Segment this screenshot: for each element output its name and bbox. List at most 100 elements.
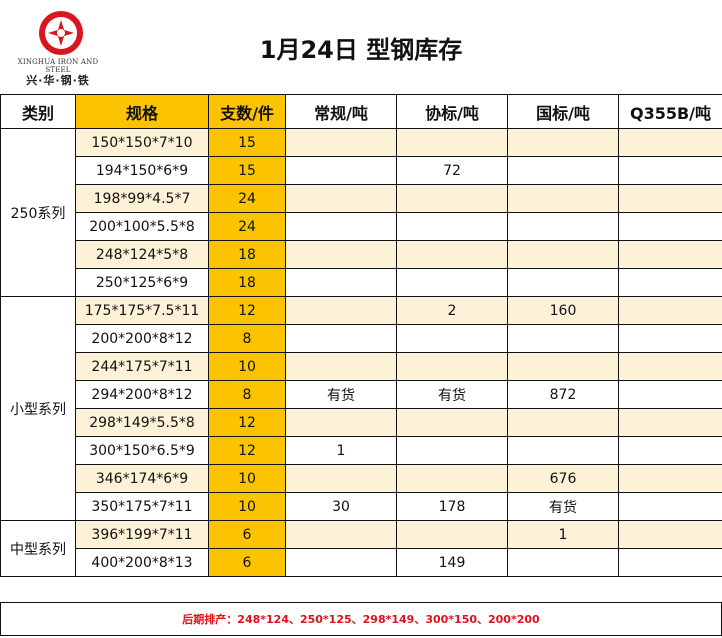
spec-cell: 396*199*7*11 [75,520,209,549]
spec-cell: 198*99*4.5*7 [75,184,209,213]
spec-cell: 346*174*6*9 [75,464,209,493]
production-note: 后期排产：248*124、250*125、298*149、300*150、200… [0,602,722,636]
assoc-cell [396,324,508,353]
national-cell: 676 [507,464,619,493]
q355b-cell [618,380,722,409]
national-cell [507,352,619,381]
table-row: 298*149*5.5*8 12 [1,408,722,437]
regular-cell [285,548,397,577]
qty-cell: 12 [208,408,286,437]
table-row: 中型系列 396*199*7*11 6 1 [0,520,722,577]
q355b-cell [618,520,722,549]
assoc-cell: 72 [396,156,508,185]
q355b-cell [618,464,722,493]
regular-cell [285,520,397,549]
xinghua-logo-icon [39,11,83,55]
qty-cell: 18 [208,268,286,297]
national-cell [507,408,619,437]
table-row: 200*100*5.5*8 24 [1,212,722,241]
column-header-assoc: 协标/吨 [396,94,508,129]
q355b-cell [618,156,722,185]
assoc-cell [396,240,508,269]
qty-cell: 24 [208,212,286,241]
national-cell [507,128,619,157]
regular-cell [285,240,397,269]
spec-cell: 294*200*8*12 [75,380,209,409]
spec-cell: 175*175*7.5*11 [75,296,209,325]
table-row: 194*150*6*9 15 72 [1,156,722,185]
assoc-cell: 149 [396,548,508,577]
qty-cell: 10 [208,352,286,381]
spec-cell: 248*124*5*8 [75,240,209,269]
spec-cell: 250*125*6*9 [75,268,209,297]
regular-cell [285,324,397,353]
spec-cell: 244*175*7*11 [75,352,209,381]
assoc-cell [396,128,508,157]
national-cell [507,548,619,577]
assoc-cell [396,520,508,549]
qty-cell: 10 [208,492,286,521]
regular-cell [285,184,397,213]
q355b-cell [618,436,722,465]
spec-cell: 350*175*7*11 [75,492,209,521]
regular-cell [285,212,397,241]
category-cell: 250系列 [0,128,76,297]
table-row: 小型系列 175*175*7.5*11 12 2 160 [0,296,722,521]
regular-cell [285,408,397,437]
column-header-regular: 常规/吨 [285,94,397,129]
national-cell: 有货 [507,492,619,521]
regular-cell: 1 [285,436,397,465]
table-row: 400*200*8*13 6 149 [1,548,722,577]
national-cell [507,436,619,465]
assoc-cell [396,352,508,381]
column-header-spec: 规格 [75,94,209,129]
national-cell [507,240,619,269]
regular-cell [285,128,397,157]
qty-cell: 12 [208,436,286,465]
table-row: 200*200*8*12 8 [1,324,722,353]
qty-cell: 18 [208,240,286,269]
national-cell: 872 [507,380,619,409]
assoc-cell [396,184,508,213]
q355b-cell [618,184,722,213]
table-row: 250*125*6*9 18 [1,268,722,297]
column-header-q355b: Q355B/吨 [618,94,722,129]
spec-cell: 194*150*6*9 [75,156,209,185]
assoc-cell: 有货 [396,380,508,409]
regular-cell [285,296,397,325]
qty-cell: 10 [208,464,286,493]
table-row: 248*124*5*8 18 [1,240,722,269]
national-cell [507,324,619,353]
qty-cell: 8 [208,324,286,353]
company-logo: XINGHUA IRON AND STEEL 兴·华·钢·铁 [4,6,112,90]
q355b-cell [618,352,722,381]
logo-english-text: XINGHUA IRON AND STEEL [17,58,99,74]
qty-cell: 24 [208,184,286,213]
table-row: 244*175*7*11 10 [1,352,722,381]
assoc-cell [396,268,508,297]
q355b-cell [618,548,722,577]
q355b-cell [618,268,722,297]
table-row: 350*175*7*11 10 30 178 有货 [1,492,722,521]
assoc-cell [396,464,508,493]
qty-cell: 12 [208,296,286,325]
regular-cell [285,156,397,185]
column-header-qty: 支数/件 [208,94,286,129]
spec-cell: 200*200*8*12 [75,324,209,353]
assoc-cell [396,408,508,437]
sheet-header: XINGHUA IRON AND STEEL 兴·华·钢·铁 1月24日 型钢库… [0,0,722,94]
national-cell [507,268,619,297]
spec-cell: 298*149*5.5*8 [75,408,209,437]
page-title: 1月24日 型钢库存 [259,36,463,64]
q355b-cell [618,128,722,157]
national-cell: 1 [507,520,619,549]
spec-cell: 200*100*5.5*8 [75,212,209,241]
q355b-cell [618,408,722,437]
spec-cell: 300*150*6.5*9 [75,436,209,465]
qty-cell: 8 [208,380,286,409]
category-cell: 中型系列 [0,520,76,577]
regular-cell [285,352,397,381]
spec-cell: 150*150*7*10 [75,128,209,157]
qty-cell: 6 [208,520,286,549]
